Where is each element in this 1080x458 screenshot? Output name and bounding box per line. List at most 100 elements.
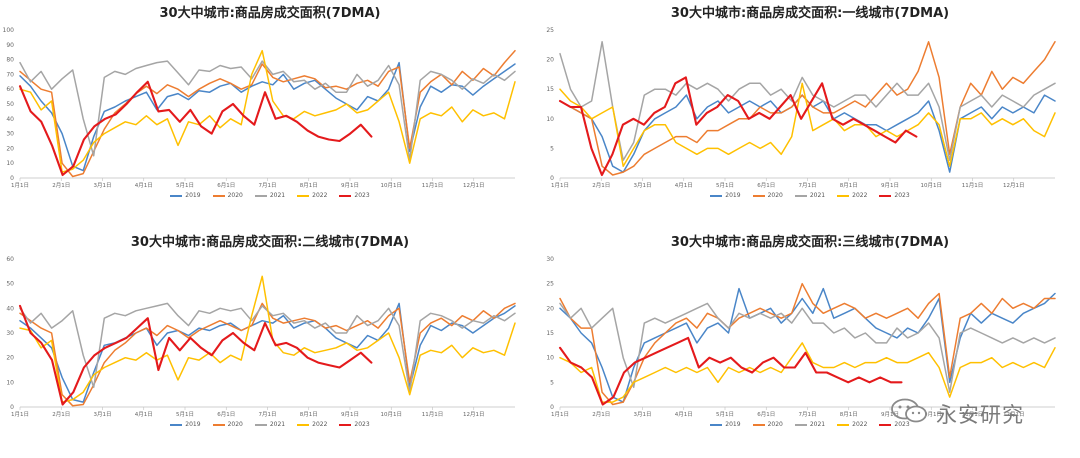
y-tick-label: 40 [6, 305, 14, 312]
y-tick-label: 30 [6, 330, 14, 337]
legend-label: 2022 [852, 192, 868, 199]
legend-item-2019: 2019 [170, 192, 201, 199]
legend-label: 2020 [227, 421, 243, 428]
series-line-2020 [19, 49, 516, 178]
series-line-2020 [559, 282, 1056, 406]
legend-item-2020: 2020 [752, 192, 783, 199]
series-line-2021 [559, 41, 1056, 161]
legend-swatch [710, 194, 723, 197]
chart-legend: 2019 2020 2021 2022 2023 [540, 421, 1080, 428]
x-tick-label: 11月1日 [962, 411, 984, 418]
y-tick-label: 40 [6, 116, 14, 123]
legend-swatch [794, 194, 807, 197]
legend-label: 2022 [312, 192, 328, 199]
y-tick-label: 0 [550, 175, 554, 182]
legend-swatch [752, 423, 765, 426]
legend-swatch [837, 423, 850, 426]
legend-label: 2023 [894, 421, 910, 428]
x-tick-label: 6月1日 [757, 411, 775, 418]
y-tick-label: 15 [546, 330, 554, 337]
legend-swatch [297, 194, 310, 197]
chart-legend: 2019 2020 2021 2022 2023 [0, 421, 540, 428]
x-tick-label: 5月1日 [176, 411, 194, 418]
legend-swatch [710, 423, 723, 426]
legend-item-2021: 2021 [794, 421, 825, 428]
chart-title: 30大中城市:商品房成交面积(7DMA) [159, 6, 381, 21]
y-tick-label: 5 [550, 145, 554, 152]
series-line-2022 [19, 49, 516, 173]
x-tick-label: 1月1日 [11, 182, 29, 189]
x-tick-label: 8月1日 [300, 411, 318, 418]
x-tick-label: 4月1日 [135, 182, 153, 189]
x-tick-label: 8月1日 [300, 182, 318, 189]
x-tick-label: 7月1日 [259, 411, 277, 418]
y-tick-label: 50 [6, 281, 14, 288]
legend-item-2022: 2022 [297, 192, 327, 199]
x-tick-label: 10月1日 [381, 182, 403, 189]
y-tick-label: 10 [546, 355, 554, 362]
series-line-2023 [558, 76, 918, 177]
legend-swatch [339, 194, 352, 197]
x-tick-label: 9月1日 [341, 182, 359, 189]
series-line-2023 [18, 304, 373, 406]
legend-label: 2021 [269, 192, 286, 199]
y-tick-label: 0 [550, 404, 554, 411]
y-tick-label: 100 [3, 27, 15, 34]
series-line-2019 [559, 287, 1056, 403]
series-line-2021 [19, 302, 516, 393]
legend-swatch [879, 194, 892, 197]
x-tick-label: 7月1日 [799, 182, 817, 189]
series-line-2021 [559, 302, 1056, 393]
legend-label: 2020 [767, 421, 783, 428]
legend-item-2023: 2023 [339, 421, 370, 428]
x-tick-label: 10月1日 [381, 411, 403, 418]
legend-item-2022: 2022 [837, 192, 867, 199]
x-tick-label: 11月1日 [422, 411, 444, 418]
chart-title: 30大中城市:商品房成交面积:三线城市(7DMA) [670, 235, 950, 250]
legend-item-2021: 2021 [254, 421, 286, 428]
y-tick-label: 60 [6, 86, 14, 93]
legend-label: 2023 [354, 421, 370, 428]
x-tick-label: 11月1日 [962, 182, 984, 189]
legend-label: 2019 [725, 192, 741, 199]
legend-swatch [339, 423, 352, 426]
x-tick-label: 4月1日 [135, 411, 153, 418]
legend-item-2023: 2023 [339, 192, 370, 199]
legend-label: 2021 [809, 192, 826, 199]
y-tick-label: 90 [6, 42, 14, 49]
series-line-2023 [18, 80, 373, 177]
x-tick-label: 7月1日 [259, 182, 277, 189]
x-tick-label: 1月1日 [551, 411, 569, 418]
legend-label: 2022 [852, 421, 868, 428]
series-line-2023 [558, 336, 903, 406]
legend-label: 2019 [725, 421, 741, 428]
chart-panel-total: 30大中城市:商品房成交面积(7DMA) 0 10 20 30 40 50 60 70 80 90… [0, 0, 540, 229]
y-tick-label: 15 [546, 86, 554, 93]
x-tick-label: 12月1日 [1003, 411, 1025, 418]
y-tick-label: 60 [6, 256, 14, 263]
legend-swatch [212, 194, 225, 197]
x-tick-label: 12月1日 [463, 182, 485, 189]
chart-svg: 0 5 10 15 20 25 1月1日 2月1日 3月1日 4月1日 5月1日 6月1日 7月1日 8月… [546, 27, 1056, 189]
x-tick-label: 8月1日 [840, 182, 858, 189]
x-tick-label: 2月1日 [592, 411, 610, 418]
y-tick-label: 25 [546, 27, 554, 34]
y-tick-label: 20 [546, 57, 554, 64]
chart-legend: 2019 2020 2021 2022 2023 [540, 192, 1080, 199]
y-tick-label: 25 [546, 281, 554, 288]
y-tick-label: 30 [546, 256, 554, 263]
legend-swatch [752, 194, 765, 197]
x-tick-label: 7月1日 [799, 411, 817, 418]
legend-item-2023: 2023 [879, 421, 910, 428]
y-tick-label: 20 [6, 355, 14, 362]
x-tick-label: 8月1日 [840, 411, 858, 418]
y-tick-label: 10 [6, 160, 14, 167]
x-tick-label: 6月1日 [757, 182, 775, 189]
watermark: 永安研究 [890, 398, 1075, 428]
legend-swatch [879, 423, 892, 426]
legend-item-2020: 2020 [212, 421, 243, 428]
legend-item-2019: 2019 [170, 421, 201, 428]
x-tick-label: 5月1日 [176, 182, 194, 189]
legend-item-2022: 2022 [297, 421, 327, 428]
legend-label: 2021 [269, 421, 286, 428]
